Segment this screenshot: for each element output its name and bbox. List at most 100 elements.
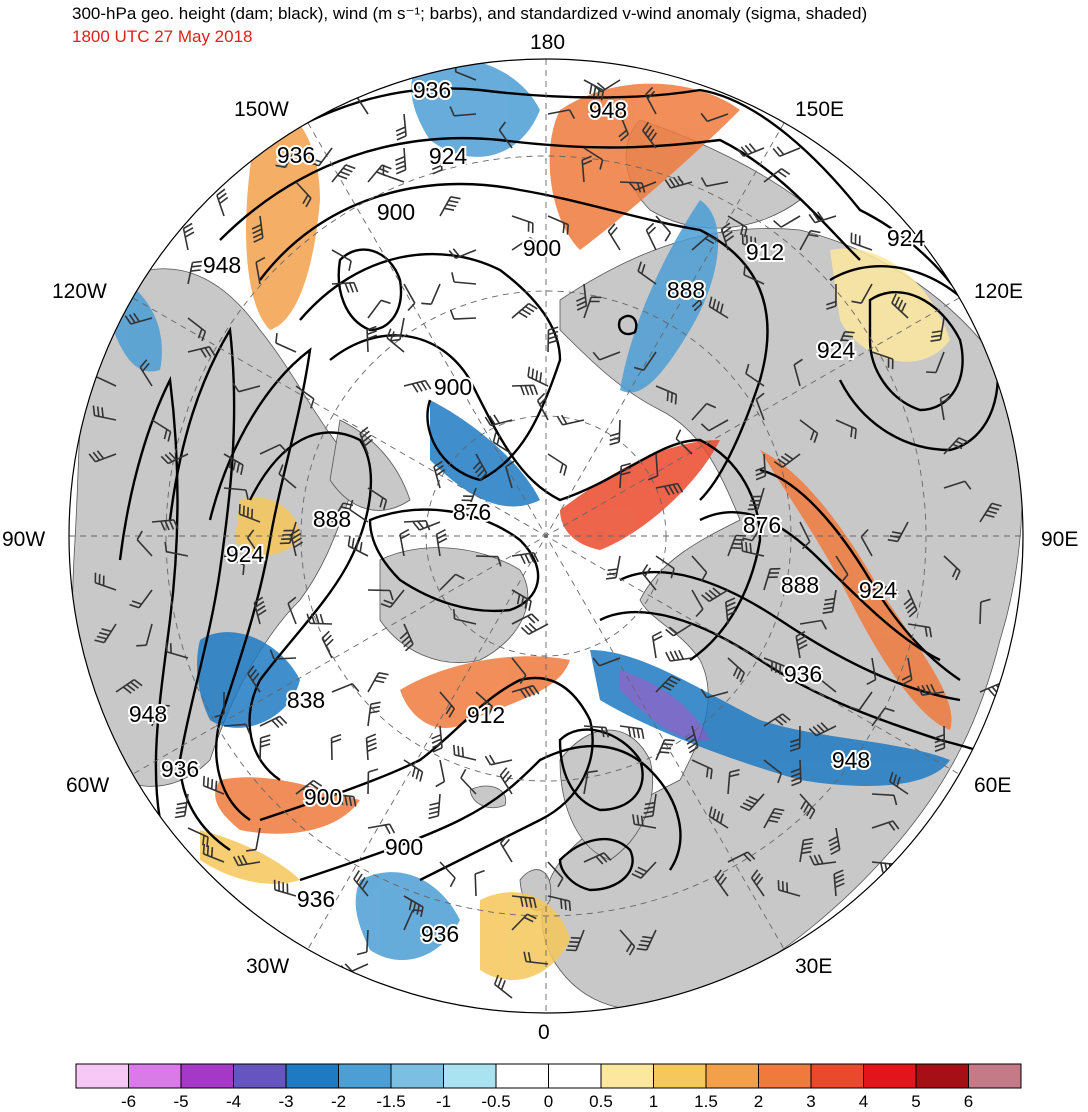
wind-barb [655,482,684,496]
wind-barb [741,233,765,251]
colorbar-swatch [75,1063,129,1089]
wind-barb [583,147,604,170]
contour-label: 924 [817,337,856,363]
wind-barb [583,79,605,101]
wind-barb [644,86,657,115]
wind-barb [115,678,143,694]
wind-barb [511,684,540,699]
wind-barb [505,460,515,489]
wind-barb [592,351,621,361]
wind-barb [88,450,117,463]
wind-barb [943,480,972,490]
colorbar-swatch [705,1063,759,1089]
wind-barb [511,552,539,565]
wind-barb [403,759,424,782]
wind-barb [527,366,549,387]
wind-barb [799,619,828,630]
wind-barb [439,861,456,888]
wind-barb [484,754,513,766]
wind-barb [581,155,593,183]
wind-barb [475,555,502,567]
wind-barb [460,768,477,795]
wind-barb [511,302,538,319]
wind-barb [365,733,377,761]
wind-barb [499,767,513,795]
wind-barb [94,623,117,644]
colorbar-swatch [390,1063,444,1089]
wind-barb [129,589,153,609]
wind-barb [453,744,477,761]
wind-barb [547,326,559,353]
wind-barb [828,827,841,856]
wind-barb [278,464,297,489]
wind-barb [431,725,443,753]
contour-label: 936 [277,142,315,168]
wind-barb [449,309,477,320]
wind-barb [691,402,717,421]
contour-label: 948 [129,701,167,727]
colorbar-swatch [338,1063,392,1089]
valid-time: 1800 UTC 27 May 2018 [72,27,253,46]
contour-label: 948 [832,747,870,773]
wind-barb [566,929,585,952]
wind-barb [380,589,405,609]
wind-barb [795,630,808,659]
colorbar-swatch [548,1063,602,1089]
wind-barb [232,382,261,393]
wind-barb [251,215,264,243]
wind-barb [665,623,693,637]
wind-barb [685,725,699,754]
wind-barb [309,147,333,167]
wind-barb [633,351,657,371]
wind-barb [202,775,225,795]
wind-barb [818,668,837,693]
wind-barb [727,769,740,795]
wind-barb [547,453,568,476]
lon-label-90w: 90W [2,528,46,551]
colorbar-swatch [495,1063,549,1089]
wind-barb [939,392,951,421]
wind-barb [691,589,704,618]
wind-barb [273,879,297,897]
colorbar-tick: 0.5 [589,1092,613,1111]
wind-barb [871,707,895,727]
wind-barb [174,793,189,819]
colorbar [75,1063,1022,1089]
wind-barb [930,317,945,342]
wind-barb [871,793,898,806]
colorbar-tick: 1.5 [694,1092,718,1111]
wind-barb [290,528,303,557]
wind-barb [790,759,802,787]
wind-barb [772,146,801,157]
wind-barb [367,299,391,319]
contour-label: 936 [297,886,335,912]
wind-barb [255,256,266,285]
wind-barb [907,623,933,638]
wind-barb [523,951,549,965]
wind-barb [223,723,251,734]
wind-barb [474,869,485,897]
wind-barb [575,283,588,311]
colorbar-swatch [180,1063,234,1089]
wind-barb [727,851,756,863]
wind-barb [520,622,549,636]
wind-barb [826,283,837,310]
wind-barb [609,419,621,446]
wind-barb [637,261,657,285]
wind-barb [160,451,189,465]
wind-barb [708,296,729,319]
colorbar-tick: -1.5 [376,1092,406,1111]
wind-barb [850,232,873,251]
wind-barb [399,528,410,557]
colorbar-tick: -4 [225,1092,242,1111]
wind-barb [94,572,117,591]
wind-barb [511,589,532,611]
map-boundary [68,58,1024,1014]
colorbar-tick: -5 [173,1092,189,1111]
lon-label-60w: 60W [66,774,110,797]
wind-barb [833,869,845,897]
wind-barb [727,657,746,683]
wind-barb [835,555,849,583]
wind-barb [366,325,378,353]
